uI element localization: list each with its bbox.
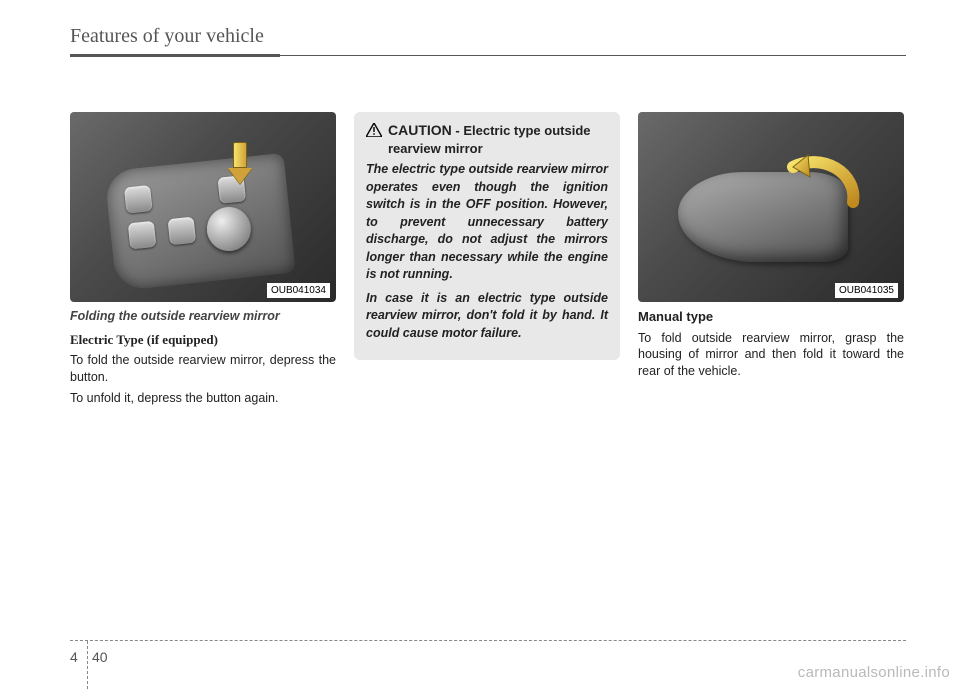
figure-side-mirror: OUB041035 bbox=[638, 112, 904, 302]
column-2: CAUTION - Electric type outside rearview… bbox=[354, 112, 620, 411]
column-1: OUB041034 Folding the outside rearview m… bbox=[70, 112, 336, 411]
figure-caption-1: Folding the outside rearview mirror bbox=[70, 308, 336, 325]
figure-1-illustration bbox=[70, 112, 336, 302]
warning-triangle-icon bbox=[366, 123, 382, 142]
unlock-button-icon bbox=[128, 221, 157, 250]
figure-id-1: OUB041034 bbox=[267, 283, 330, 299]
caution-title-row: CAUTION - Electric type outside rearview… bbox=[366, 122, 608, 157]
caution-body: The electric type outside rearview mirro… bbox=[366, 161, 608, 342]
body-text-3: To fold outside rearview mirror, grasp t… bbox=[638, 330, 904, 381]
curved-arrow-icon bbox=[768, 147, 868, 227]
caution-box: CAUTION - Electric type outside rearview… bbox=[354, 112, 620, 360]
paragraph: To fold outside rearview mirror, grasp t… bbox=[638, 330, 904, 381]
content-columns: OUB041034 Folding the outside rearview m… bbox=[70, 112, 906, 411]
paragraph: To fold the outside rearview mirror, dep… bbox=[70, 352, 336, 386]
arrow-down-icon bbox=[228, 142, 252, 182]
paragraph: To unfold it, depress the button again. bbox=[70, 390, 336, 407]
section-title: Features of your vehicle bbox=[70, 25, 906, 54]
lock-button-icon bbox=[124, 185, 153, 214]
caution-label: CAUTION bbox=[388, 122, 452, 138]
paragraph: The electric type outside rearview mirro… bbox=[366, 161, 608, 284]
paragraph: In case it is an electric type outside r… bbox=[366, 290, 608, 343]
figure-door-switch: OUB041034 bbox=[70, 112, 336, 302]
mirror-adjust-joystick-icon bbox=[205, 205, 253, 253]
header-rule bbox=[70, 54, 906, 57]
footer-vertical-dash bbox=[87, 641, 88, 689]
window-lock-icon bbox=[168, 217, 197, 246]
footer-dashed-rule bbox=[70, 640, 906, 641]
subheading-manual-type: Manual type bbox=[638, 308, 904, 326]
watermark: carmanualsonline.info bbox=[798, 664, 950, 681]
column-3: OUB041035 Manual type To fold outside re… bbox=[638, 112, 904, 411]
page-number-chapter: 4 bbox=[70, 649, 78, 665]
page-number-page: 40 bbox=[92, 649, 108, 665]
caution-title-text: CAUTION - Electric type outside rearview… bbox=[388, 122, 608, 157]
subheading-electric-type: Electric Type (if equipped) bbox=[70, 331, 336, 349]
figure-2-illustration bbox=[638, 112, 904, 302]
figure-id-2: OUB041035 bbox=[835, 283, 898, 299]
page-container: Features of your vehicle bbox=[70, 25, 906, 645]
body-text-1: To fold the outside rearview mirror, dep… bbox=[70, 352, 336, 407]
door-switch-panel bbox=[104, 153, 296, 291]
rule-thin bbox=[280, 55, 906, 56]
rule-thick bbox=[70, 54, 280, 57]
